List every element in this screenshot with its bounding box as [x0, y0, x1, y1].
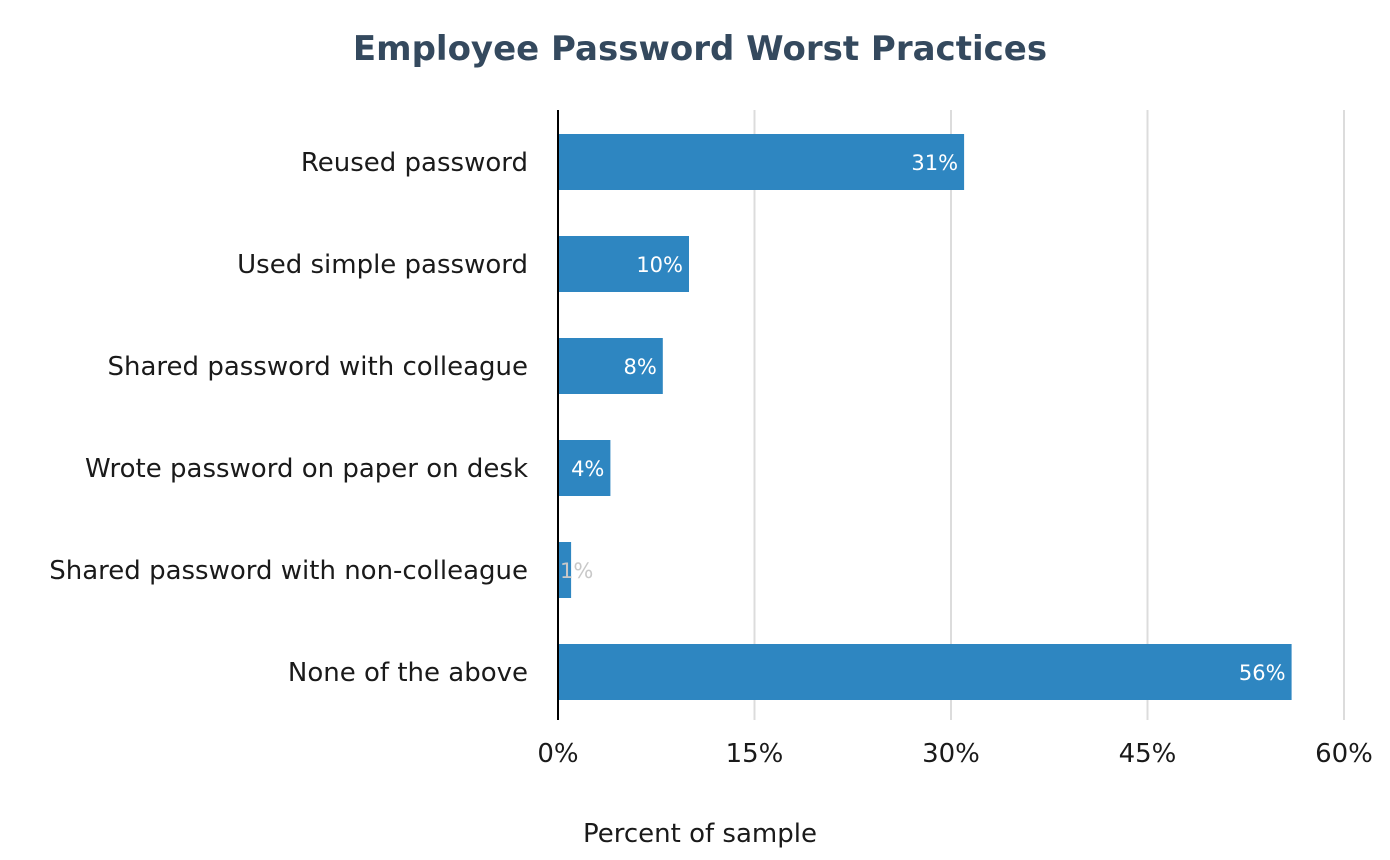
- data-label: 56%: [1239, 661, 1286, 685]
- category-label: Shared password with colleague: [108, 352, 528, 382]
- bar: [558, 134, 965, 190]
- data-label: 31%: [911, 151, 958, 175]
- category-label: Used simple password: [237, 250, 528, 280]
- data-label: 10%: [636, 253, 683, 277]
- bar: [558, 542, 572, 598]
- x-axis-label: Percent of sample: [583, 819, 817, 849]
- data-label: 4%: [571, 457, 604, 481]
- x-tick-label: 30%: [922, 739, 980, 769]
- x-tick-label: 60%: [1315, 739, 1373, 769]
- category-label: None of the above: [288, 658, 528, 688]
- axes: Reused password Used simple password Share…: [49, 110, 1373, 769]
- x-tick-label: 15%: [726, 739, 784, 769]
- bar: [558, 338, 663, 394]
- data-label: 1%: [560, 559, 593, 583]
- chart-title: Employee Password Worst Practices: [353, 29, 1047, 69]
- data-label: 8%: [623, 355, 656, 379]
- grid-lines: [753, 110, 1345, 720]
- category-label: Reused password: [301, 148, 528, 178]
- x-tick-label: 45%: [1119, 739, 1177, 769]
- x-tick-label: 0%: [537, 739, 578, 769]
- category-label: Wrote password on paper on desk: [85, 454, 528, 484]
- bar: [558, 644, 1292, 700]
- category-label: Shared password with non-colleague: [49, 556, 528, 586]
- bar: [558, 440, 611, 496]
- bars: 31% 10% 8% 4% 1% 56%: [558, 134, 1292, 700]
- bar: [558, 236, 689, 292]
